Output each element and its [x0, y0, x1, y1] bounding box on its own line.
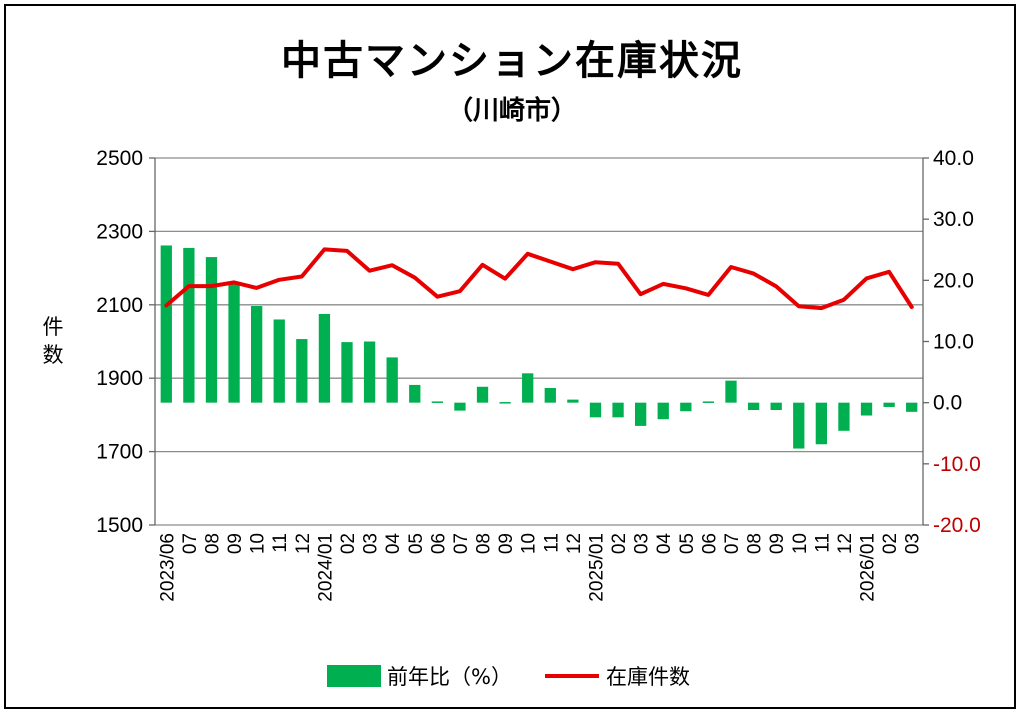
bar-yoy	[612, 402, 624, 418]
x-tick-label: 12	[293, 533, 314, 554]
bar-yoy	[454, 402, 466, 411]
left-axis-label-char: 数	[43, 343, 64, 367]
bar-yoy	[567, 399, 579, 403]
x-tick-label: 02	[609, 533, 630, 554]
line-series	[164, 247, 914, 311]
x-tick-label: 2025/01	[586, 533, 607, 602]
bar-yoy	[793, 402, 805, 449]
axes: 2500 2300 2100 1900 1700 1500 40.0 30.0 20.0 10.0…	[43, 147, 981, 602]
bar-yoy	[860, 402, 873, 416]
bar-yoy	[273, 319, 285, 403]
bar-yoy	[499, 402, 511, 404]
bar-yoy	[228, 283, 240, 403]
x-tick-label: 04	[383, 533, 404, 555]
bar-yoy	[160, 245, 172, 403]
x-tick-label: 08	[202, 533, 223, 554]
bar-yoy	[838, 402, 850, 431]
legend-label-bar: 前年比（%）	[387, 665, 512, 689]
bar-yoy	[296, 339, 308, 403]
x-tick-label: 09	[496, 533, 517, 554]
bar-yoy	[702, 401, 715, 403]
bar-yoy	[747, 402, 760, 411]
left-tick-label: 1700	[96, 441, 143, 464]
left-axis-label-char: 件	[43, 315, 64, 339]
bar-yoy	[522, 373, 534, 403]
x-tick-label: 07	[180, 533, 201, 554]
bar-series	[160, 245, 918, 449]
x-tick-label: 10	[790, 533, 811, 554]
bar-yoy	[205, 257, 218, 403]
bar-yoy	[770, 402, 782, 411]
bar-yoy	[386, 357, 398, 403]
bar-yoy	[883, 402, 895, 407]
bar-yoy	[318, 313, 331, 403]
line-inventory	[164, 247, 914, 311]
left-tick-label: 2300	[96, 220, 143, 243]
x-tick-label: 09	[767, 533, 788, 554]
bar-yoy	[544, 387, 556, 403]
left-tick-label: 1500	[96, 514, 143, 537]
x-tick-label: 03	[632, 533, 653, 554]
right-tick-label: 40.0	[933, 147, 974, 170]
x-tick-label: 09	[225, 533, 246, 554]
x-tick-label: 08	[745, 533, 766, 554]
right-tick-label: 20.0	[933, 269, 974, 292]
x-tick-label: 2023/06	[157, 533, 178, 602]
x-tick-label: 05	[406, 533, 427, 554]
bar-yoy	[725, 380, 737, 403]
x-tick-label: 10	[248, 533, 269, 554]
chart-title: 中古マンション在庫状況	[281, 38, 743, 84]
x-tick-label: 2024/01	[315, 533, 336, 602]
bar-yoy	[476, 386, 489, 403]
legend: 前年比（%） 在庫件数	[327, 665, 690, 689]
bar-yoy	[183, 247, 195, 403]
bar-yoy	[680, 402, 692, 412]
right-tick-label: -10.0	[933, 453, 981, 476]
left-tick-label: 2100	[96, 294, 143, 317]
x-tick-label: 03	[361, 533, 382, 554]
left-tick-label: 1900	[96, 367, 143, 390]
bar-yoy	[431, 401, 443, 403]
x-tick-label: 12	[564, 533, 585, 554]
x-tick-label: 02	[338, 533, 359, 554]
x-tick-label: 2026/01	[858, 533, 879, 602]
left-tick-label: 2500	[96, 147, 143, 170]
x-tick-label: 03	[903, 533, 924, 554]
x-tick-label: 06	[428, 533, 449, 554]
x-tick-label: 04	[654, 533, 675, 555]
x-tick-label: 12	[835, 533, 856, 554]
x-tick-label: 11	[541, 533, 562, 553]
x-tick-label: 08	[474, 533, 495, 554]
x-tick-label: 11	[812, 533, 833, 553]
chart-subtitle: （川崎市）	[446, 96, 577, 126]
legend-label-line: 在庫件数	[606, 665, 690, 689]
bar-yoy	[589, 402, 602, 418]
legend-swatch-bar	[327, 665, 381, 687]
x-tick-label: 10	[519, 533, 540, 554]
x-tick-label: 05	[677, 533, 698, 554]
right-tick-label: 10.0	[933, 331, 974, 354]
grid-layer	[155, 157, 923, 526]
x-tick-label: 11	[270, 533, 291, 553]
right-tick-label: 0.0	[933, 392, 962, 415]
chart-frame	[4, 4, 1016, 709]
right-tick-label: -20.0	[933, 514, 981, 537]
bar-yoy	[657, 402, 669, 420]
right-tick-label: 30.0	[933, 208, 974, 231]
bar-yoy	[251, 306, 263, 403]
bar-yoy	[363, 341, 376, 403]
bar-yoy	[815, 402, 827, 445]
x-tick-label: 06	[699, 533, 720, 554]
bar-yoy	[409, 384, 421, 403]
x-tick-label: 07	[722, 533, 743, 554]
bar-yoy	[341, 342, 353, 403]
bar-yoy	[635, 402, 647, 426]
x-tick-label: 02	[880, 533, 901, 554]
bar-yoy	[906, 402, 918, 412]
x-tick-label: 07	[451, 533, 472, 554]
